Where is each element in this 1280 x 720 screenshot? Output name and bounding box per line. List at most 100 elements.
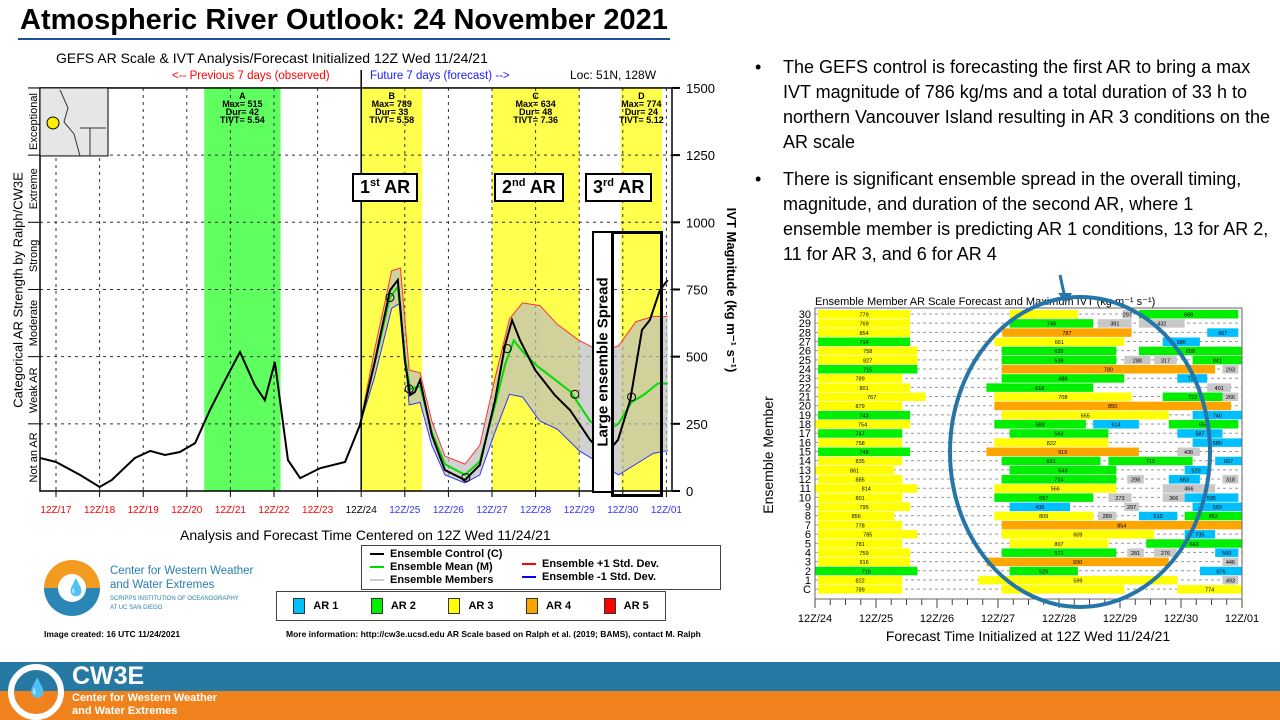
member-bar xyxy=(1215,456,1242,466)
member-bar-label: 614 xyxy=(1111,423,1120,429)
control-marker xyxy=(627,392,637,402)
ar-event-stat: TIVT= 7.36 xyxy=(513,115,558,125)
bullet-list: The GEFS control is forecasting the firs… xyxy=(755,55,1275,279)
control-marker xyxy=(570,389,580,399)
chart-title: GEFS AR Scale & IVT Analysis/Forecast In… xyxy=(56,50,488,66)
member-bar-label: 822 xyxy=(1047,441,1056,447)
member-bar-label: 780 xyxy=(1104,368,1113,374)
water-drop-icon: 💧 xyxy=(66,580,86,597)
member-label: 23 xyxy=(799,373,811,385)
member-bar xyxy=(1154,548,1177,557)
x-tick-label: 12Z/17 xyxy=(40,505,72,516)
member-bar xyxy=(1162,493,1185,502)
member-bar-label: 714 xyxy=(860,340,869,346)
y-tick-label: 250 xyxy=(686,417,708,432)
x-tick-label: 12Z/01 xyxy=(1225,613,1259,625)
member-bar-label: 318 xyxy=(1226,478,1235,484)
bullet-item: The GEFS control is forecasting the firs… xyxy=(755,55,1275,155)
member-bar-label: 466 xyxy=(1184,487,1193,493)
category-label: Exceptional xyxy=(28,93,40,150)
member-bar xyxy=(1108,493,1132,502)
member-bar-label: 835 xyxy=(856,459,865,465)
member-bar xyxy=(815,484,918,493)
member-bar-label: 560 xyxy=(1213,505,1222,511)
member-bar-label: 273 xyxy=(1115,496,1124,502)
member-bar xyxy=(1168,475,1200,484)
title-underline xyxy=(18,38,670,40)
member-bar-label: 654 xyxy=(1199,423,1208,429)
member-bar xyxy=(1124,502,1139,512)
highlight-ellipse xyxy=(948,295,1212,609)
y-tick-label: 750 xyxy=(686,282,708,297)
location-marker-icon xyxy=(46,116,60,130)
member-bar-label: 827 xyxy=(863,358,872,364)
member-bar-label: 767 xyxy=(867,395,876,401)
member-bar xyxy=(1001,365,1216,374)
member-bar xyxy=(1001,530,1155,539)
member-bar xyxy=(1146,539,1242,548)
footer-banner-blue xyxy=(0,662,1280,691)
member-bar xyxy=(1009,310,1078,319)
member-bar xyxy=(1222,392,1239,402)
member-bar xyxy=(818,374,903,383)
water-drop-icon: 💧 xyxy=(26,678,49,698)
member-bar xyxy=(1192,438,1242,447)
member-bar-label: 714 xyxy=(1054,478,1063,484)
member-bar xyxy=(818,346,918,356)
x-tick-label: 12Z/18 xyxy=(84,505,116,516)
member-bar xyxy=(1138,310,1239,319)
member-label: 28 xyxy=(799,327,811,339)
member-bar-label: 758 xyxy=(856,441,865,447)
member-bar xyxy=(1192,502,1242,512)
member-bar xyxy=(818,502,911,512)
member-bar-label: 814 xyxy=(862,487,871,493)
member-bar-label: 919 xyxy=(1058,450,1067,456)
member-bar-label: 722 xyxy=(1188,395,1197,401)
member-label: C xyxy=(803,584,811,596)
member-bar xyxy=(1127,475,1144,484)
member-label: 6 xyxy=(805,529,811,541)
member-bar-label: 655 xyxy=(1081,413,1090,419)
member-bar xyxy=(1009,539,1109,548)
member-bar xyxy=(1222,475,1239,484)
member-bar-label: 852 xyxy=(1209,514,1218,520)
member-bar xyxy=(818,575,903,585)
member-bar-label: 667 xyxy=(1218,331,1227,337)
member-bar-label: 715 xyxy=(1146,459,1155,465)
member-bar-label: 401 xyxy=(1215,386,1224,392)
member-label: 1 xyxy=(805,575,811,587)
member-bar-label: 879 xyxy=(856,404,865,410)
control-marker xyxy=(461,473,471,483)
member-bar-label: 722 xyxy=(1188,377,1197,383)
member-bar-label: 801 xyxy=(856,496,865,502)
member-bar xyxy=(986,447,1139,457)
x-tick-label: 12Z/20 xyxy=(171,505,203,516)
member-bar-label: 639 xyxy=(1054,349,1063,355)
member-bar xyxy=(1162,392,1223,402)
member-bar-label: 708 xyxy=(1058,395,1067,401)
more-info-label: More information: http://cw3e.ucsd.edu A… xyxy=(286,629,701,639)
member-label: 15 xyxy=(799,447,811,459)
member-bar xyxy=(818,585,903,594)
slide-title: Atmospheric River Outlook: 24 November 2… xyxy=(20,4,668,36)
x-tick-label: 12Z/28 xyxy=(1042,613,1076,625)
member-bar xyxy=(1009,429,1109,438)
x-tick-label: 12Z/28 xyxy=(520,505,552,516)
cw3e-logo: 💧 xyxy=(44,560,100,616)
legend-ar5: AR 5 xyxy=(603,598,649,614)
member-bar-label: 266 xyxy=(1226,395,1235,401)
member-bar xyxy=(818,355,918,365)
member-bar-label: 663 xyxy=(1190,542,1199,548)
member-bar xyxy=(1215,548,1239,557)
member-bar xyxy=(818,520,903,530)
member-bar-label: 854 xyxy=(860,331,869,337)
ar-event-stat: B xyxy=(388,91,395,101)
member-bar xyxy=(815,566,918,576)
member-bar-label: 432 xyxy=(1157,322,1166,328)
member-label: 21 xyxy=(799,392,811,404)
member-bar xyxy=(1168,420,1239,429)
x-tick-label: 12Z/19 xyxy=(128,505,160,516)
member-bar xyxy=(818,530,918,539)
